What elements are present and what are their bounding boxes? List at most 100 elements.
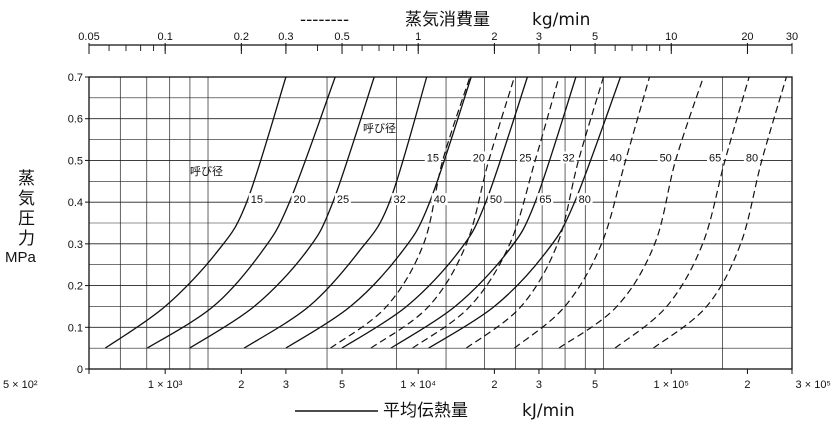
dashed-curve-40 xyxy=(514,76,651,349)
top-tick-label: 30 xyxy=(786,31,798,43)
solid-curve-label: 65 xyxy=(539,194,551,206)
curve-labels: 15 20 25 32 40 50 65 80 15 20 25 32 40 50 65 80 xyxy=(248,151,760,206)
solid-curve-label-bg xyxy=(537,193,554,206)
bottom-tick-label: 3 xyxy=(283,379,289,391)
nominal-size-label-solid: 呼び径 xyxy=(190,165,223,178)
dashed-curve-label-bg xyxy=(424,151,441,164)
dashed-curve-label: 25 xyxy=(519,152,531,164)
bottom-tick-label: 1 × 10³ xyxy=(148,379,183,391)
series xyxy=(104,76,787,349)
dashed-curve-label: 65 xyxy=(709,152,721,164)
solid-curve-40 xyxy=(285,76,472,349)
y-label-char-2: 気 xyxy=(18,189,35,209)
solid-curve-label: 50 xyxy=(490,194,502,206)
nominal-size-label-dashed: 呼び径 xyxy=(363,122,396,135)
bottom-tick-label: 5 xyxy=(339,379,345,391)
solid-curve-label: 25 xyxy=(337,194,349,206)
y-tick-label: 0.6 xyxy=(68,114,83,126)
solid-curve-65 xyxy=(390,76,577,349)
dashed-curve-label-bg xyxy=(743,151,760,164)
dashed-curve-label: 32 xyxy=(563,152,575,164)
grid xyxy=(88,76,793,370)
dashed-curve-15 xyxy=(330,76,471,349)
y-label-char-3: 圧 xyxy=(18,209,35,229)
y-axis: 0 0.1 0.2 0.3 0.4 0.5 0.6 0.7 xyxy=(68,72,89,376)
dashed-curve-label: 40 xyxy=(610,152,622,164)
y-tick-label: 0.7 xyxy=(68,72,83,84)
dashed-curve-label-bg xyxy=(607,151,624,164)
solid-curve-label-bg xyxy=(248,193,265,206)
dashed-curve-65 xyxy=(614,76,750,349)
top-tick-label: 10 xyxy=(665,31,677,43)
dashed-curve-label-bg xyxy=(470,151,487,164)
bottom-tick-label: 2 xyxy=(238,379,244,391)
solid-curve-80 xyxy=(428,76,622,349)
top-title-unit: kg/min xyxy=(532,10,590,30)
y-label-unit: MPa xyxy=(5,249,37,266)
dashed-curve-label-bg xyxy=(517,151,534,164)
y-tick-label: 0.3 xyxy=(68,239,83,251)
top-tick-label: 20 xyxy=(741,31,753,43)
y-tick-label: 0 xyxy=(77,364,83,376)
solid-curve-label: 20 xyxy=(294,194,306,206)
bottom-tick-label: 3 × 10⁵ xyxy=(796,379,831,391)
dashed-curve-label-bg xyxy=(706,151,723,164)
top-tick-label: 1 xyxy=(415,31,421,43)
top-tick-label: 2 xyxy=(491,31,497,43)
y-tick-label: 0.4 xyxy=(68,197,83,209)
bottom-tick-label: 5 × 10² xyxy=(3,379,38,391)
y-label-char-1: 蒸 xyxy=(18,169,35,189)
top-title: 蒸気消費量 xyxy=(405,10,490,30)
top-tick-label: 0.3 xyxy=(278,31,293,43)
top-tick-label: 0.05 xyxy=(78,31,99,43)
dashed-curve-label: 50 xyxy=(660,152,672,164)
solid-curve-label: 32 xyxy=(393,194,405,206)
bottom-tick-label: 3 xyxy=(536,379,542,391)
solid-curve-label: 80 xyxy=(579,194,591,206)
solid-curve-50 xyxy=(341,76,529,349)
y-tick-label: 0.5 xyxy=(68,155,83,167)
solid-curve-label-bg xyxy=(431,193,448,206)
dashed-curve-80 xyxy=(653,76,787,349)
solid-curve-label-bg xyxy=(391,193,408,206)
dashed-curve-32 xyxy=(466,76,605,349)
solid-curve-32 xyxy=(243,76,428,349)
dashed-curve-20 xyxy=(370,76,515,349)
plot-frame xyxy=(88,76,793,370)
solid-curve-20 xyxy=(146,76,336,349)
y-label-char-4: 力 xyxy=(18,229,35,249)
dashed-curve-label: 80 xyxy=(746,152,758,164)
y-tick-label: 0.1 xyxy=(68,322,83,334)
bottom-title: 平均伝熱量 xyxy=(383,401,468,421)
top-tick-label: 3 xyxy=(536,31,542,43)
bottom-tick-label: 1 × 10⁵ xyxy=(654,379,689,391)
top-tick-label: 0.2 xyxy=(234,31,249,43)
solid-curve-label: 15 xyxy=(251,194,263,206)
top-axis: 0.05 0.1 0.2 0.3 0.5 1 2 3 5 10 20 30 xyxy=(78,31,798,54)
bottom-tick-label: 1 × 10⁴ xyxy=(400,379,436,391)
top-tick-label: 5 xyxy=(592,31,598,43)
solid-curve-15 xyxy=(104,76,287,349)
top-title-legend: -------- xyxy=(300,10,349,30)
dashed-curve-label-bg xyxy=(560,151,577,164)
y-tick-label: 0.2 xyxy=(68,281,83,293)
bottom-tick-label: 5 xyxy=(592,379,598,391)
dashed-curve-label: 15 xyxy=(427,152,439,164)
solid-curve-label-bg xyxy=(291,193,308,206)
bottom-tick-label: 2 xyxy=(491,379,497,391)
solid-curve-label-bg xyxy=(576,193,593,206)
solid-curve-label-bg xyxy=(487,193,504,206)
solid-curve-25 xyxy=(189,76,375,349)
bottom-tick-label: 2 xyxy=(744,379,750,391)
dashed-curve-50 xyxy=(558,76,704,349)
top-tick-label: 0.1 xyxy=(158,31,173,43)
bottom-title-unit: kJ/min xyxy=(522,401,575,421)
dashed-curve-25 xyxy=(412,76,560,349)
dashed-curve-label-bg xyxy=(657,151,674,164)
top-tick-label: 0.5 xyxy=(334,31,349,43)
solid-curve-label: 40 xyxy=(434,194,446,206)
solid-curve-label-bg xyxy=(334,193,351,206)
bottom-axis: 5 × 10² 1 × 10³ 2 3 5 1 × 10⁴ 2 3 5 1 × 10⁵ 2 3 × 1… xyxy=(3,369,831,391)
dashed-curve-label: 20 xyxy=(473,152,485,164)
